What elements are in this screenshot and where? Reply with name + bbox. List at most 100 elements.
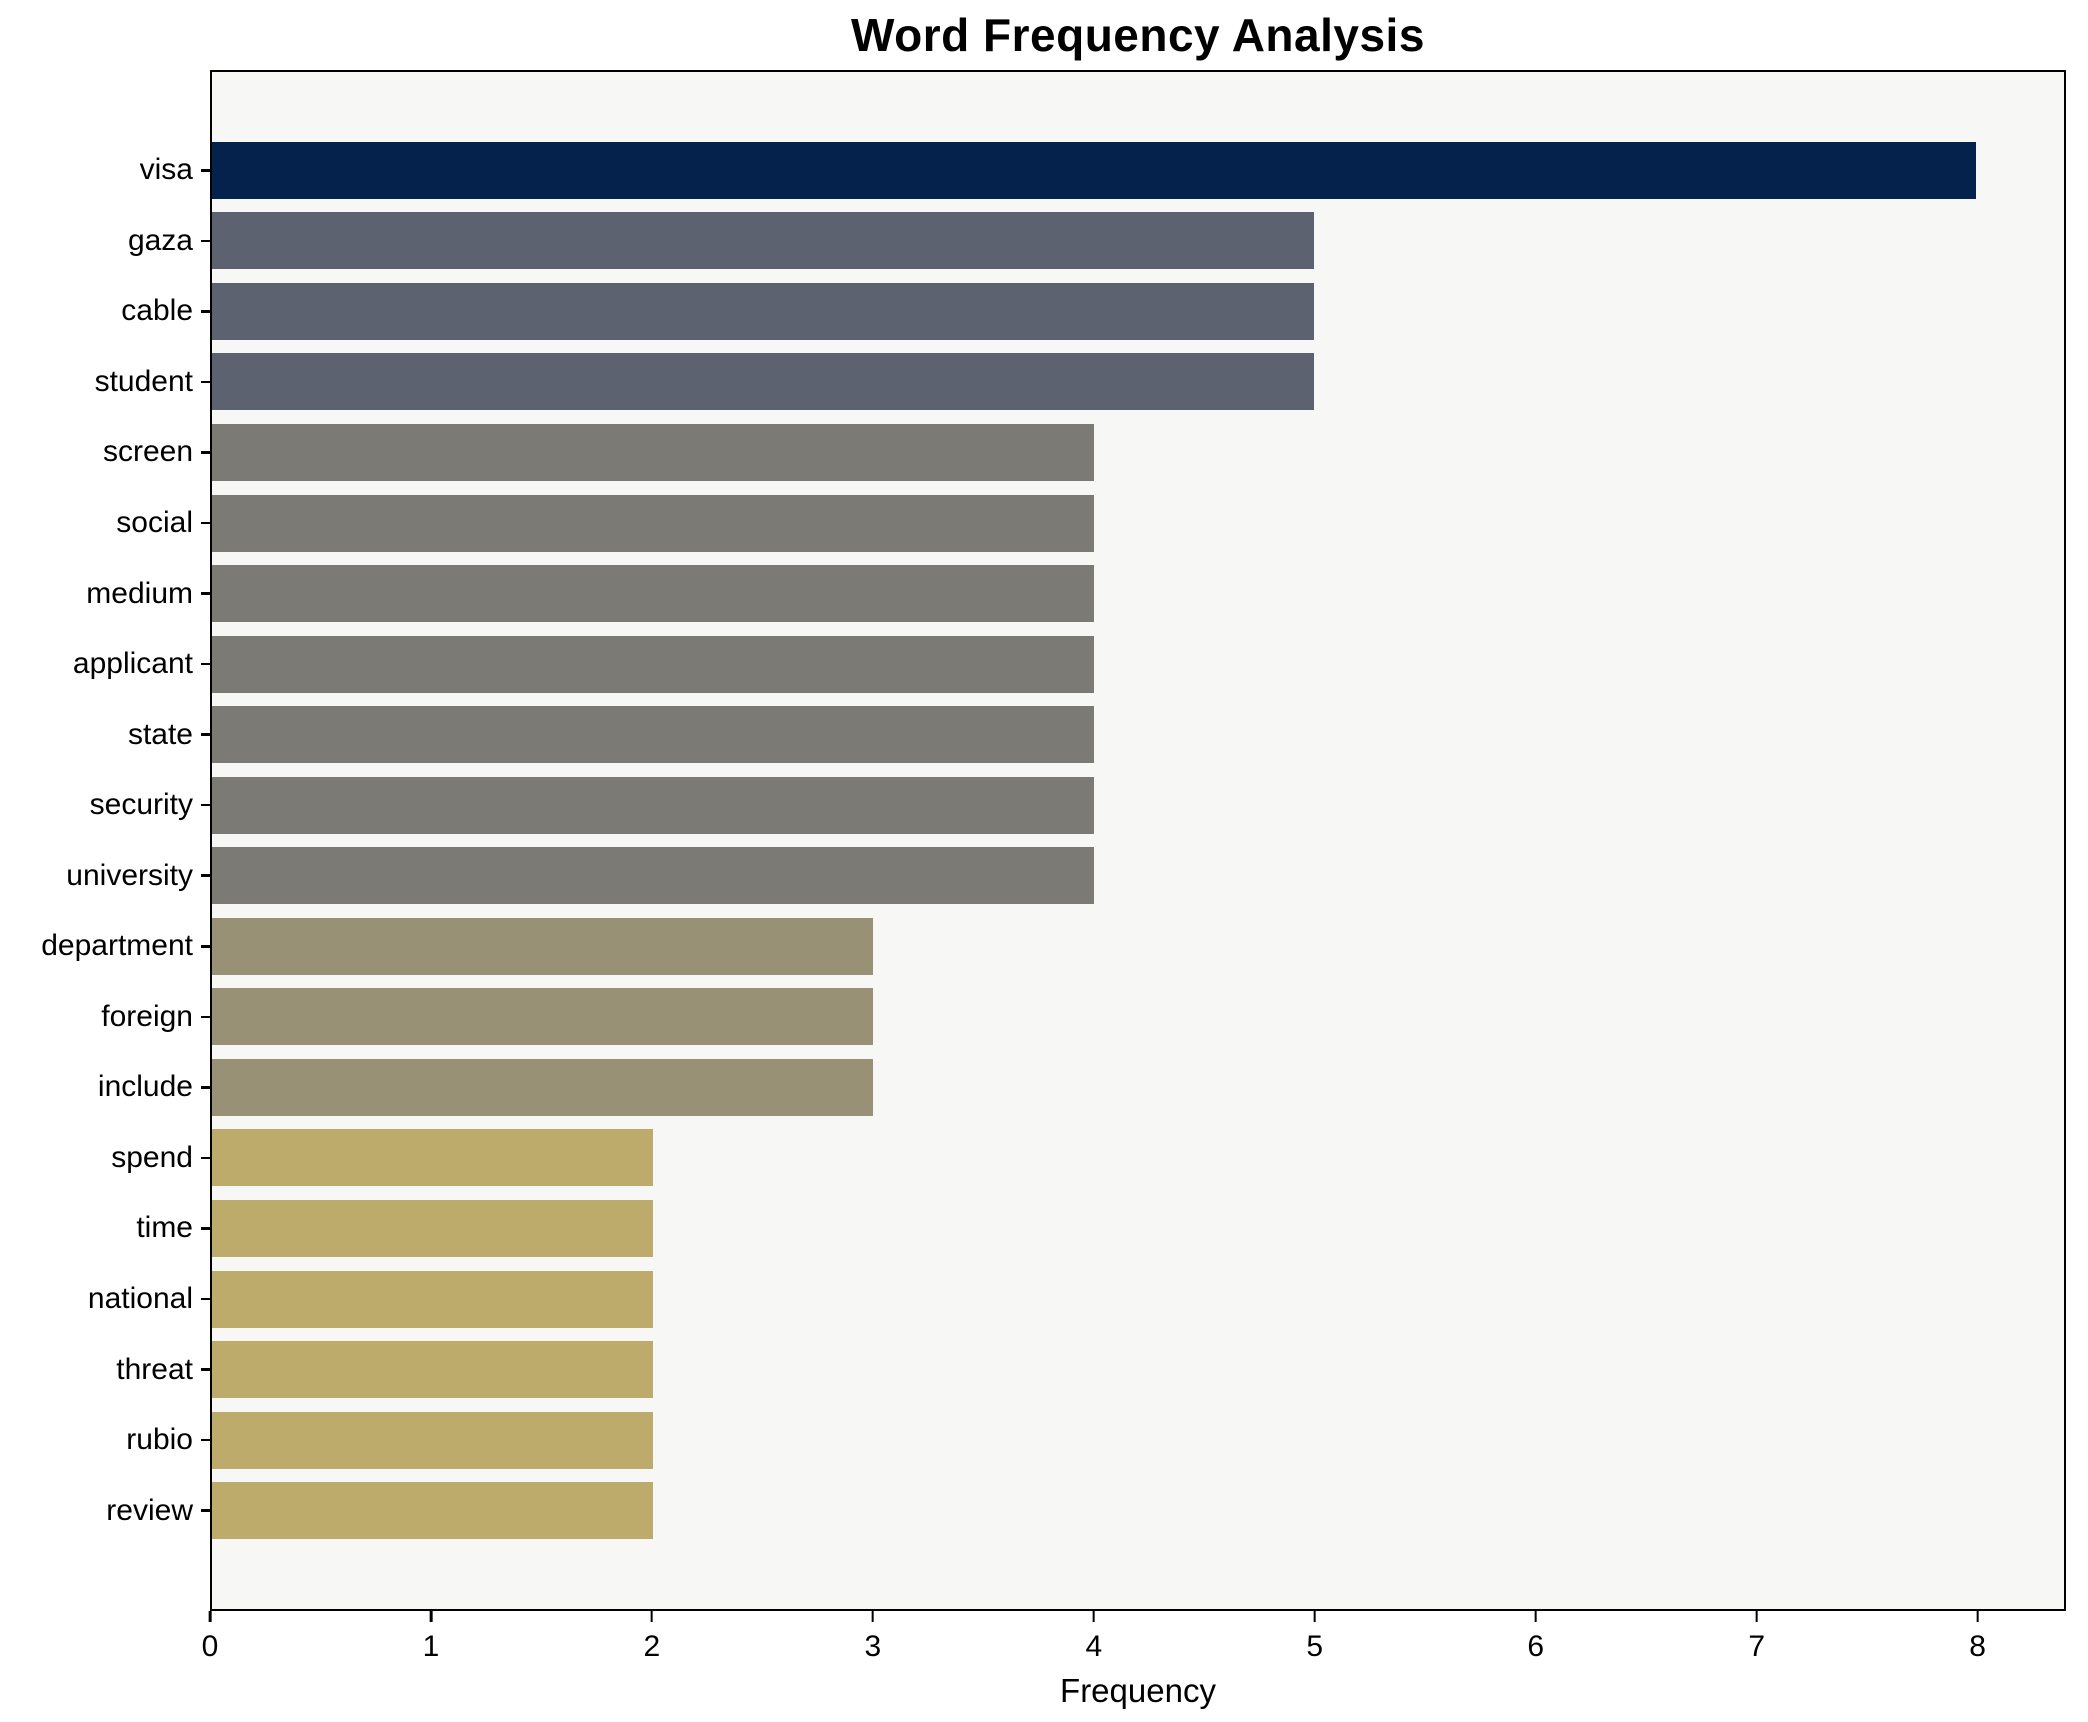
y-tick-mark	[201, 1156, 210, 1160]
y-tick-label-applicant: applicant	[72, 647, 193, 681]
y-tick-mark	[201, 310, 210, 313]
x-tick-mark	[1976, 1611, 1979, 1622]
bar-national	[212, 1270, 653, 1328]
x-tick-7: 7	[1748, 1611, 1765, 1664]
y-tick-mark	[201, 733, 210, 736]
bar-row	[212, 135, 2064, 206]
bar-row	[212, 629, 2064, 700]
y-label-row: national	[0, 1264, 210, 1335]
y-label-row: foreign	[0, 982, 210, 1053]
y-label-row: student	[0, 347, 210, 418]
x-tick-mark	[871, 1611, 875, 1622]
y-label-row: cable	[0, 276, 210, 347]
y-tick-label-state: state	[127, 717, 193, 751]
bar-social	[212, 494, 1094, 552]
y-label-row: include	[0, 1052, 210, 1123]
y-tick-label-social: social	[116, 506, 193, 539]
y-tick-mark	[201, 1227, 210, 1230]
y-tick-label-security: security	[89, 788, 193, 822]
y-label-row: gaza	[0, 206, 210, 277]
bar-row	[212, 911, 2064, 982]
x-tick-label: 6	[1527, 1630, 1545, 1663]
x-tick-2: 2	[644, 1611, 660, 1664]
bar-row	[212, 1334, 2064, 1405]
y-label-row: social	[0, 488, 210, 559]
y-tick-mark	[201, 803, 210, 807]
bar-department	[212, 917, 874, 975]
y-tick-label-threat: threat	[116, 1352, 193, 1386]
x-tick-mark	[429, 1611, 433, 1622]
y-tick-mark	[201, 1368, 210, 1371]
y-label-row: university	[0, 840, 210, 911]
y-label-row: time	[0, 1193, 210, 1264]
x-axis: 0 1 2 3 4 5 6 7 8	[202, 1611, 2066, 1681]
y-tick-mark	[201, 169, 210, 172]
bar-row	[212, 1123, 2064, 1194]
x-tick-mark	[208, 1611, 212, 1622]
bar-review	[212, 1482, 653, 1540]
bar-cable	[212, 282, 1315, 340]
bar-time	[212, 1199, 653, 1257]
y-axis-labels: visa gaza cable student screen social medium ap…	[0, 70, 210, 1611]
bar-row	[212, 1475, 2064, 1546]
chart-title: Word Frequency Analysis	[851, 9, 1425, 61]
bar-university	[212, 847, 1094, 905]
bar-security	[212, 776, 1094, 834]
x-tick-1: 1	[422, 1611, 440, 1664]
x-tick-label: 3	[864, 1630, 882, 1663]
y-tick-label-review: review	[106, 1493, 193, 1527]
x-tick-label: 0	[201, 1630, 219, 1663]
y-tick-mark	[201, 1297, 210, 1301]
y-tick-label-time: time	[136, 1211, 193, 1245]
plot-area	[210, 70, 2066, 1611]
y-tick-mark	[201, 662, 210, 666]
y-label-row: department	[0, 911, 210, 982]
x-tick-4: 4	[1085, 1611, 1102, 1664]
y-label-row: screen	[0, 417, 210, 488]
y-tick-mark	[201, 451, 210, 454]
y-label-row: spend	[0, 1123, 210, 1194]
y-tick-label-rubio: rubio	[126, 1423, 193, 1457]
y-tick-label-medium: medium	[86, 576, 193, 610]
y-label-row: applicant	[0, 629, 210, 700]
x-tick-6: 6	[1527, 1611, 1544, 1664]
y-tick-mark	[201, 1015, 210, 1019]
bar-row	[212, 206, 2064, 277]
bar-row	[212, 699, 2064, 770]
bar-row	[212, 840, 2064, 911]
bar-row	[212, 770, 2064, 841]
y-tick-label-visa: visa	[139, 153, 193, 187]
x-tick-label: 8	[1969, 1630, 1986, 1663]
y-tick-label-university: university	[66, 858, 193, 892]
bar-row	[212, 1264, 2064, 1335]
y-tick-mark	[201, 592, 210, 595]
y-tick-label-student: student	[94, 364, 193, 398]
bar-include	[212, 1058, 874, 1116]
x-tick-mark	[1092, 1611, 1096, 1622]
bar-spend	[212, 1129, 653, 1187]
y-tick-mark	[201, 1438, 210, 1442]
x-tick-label: 7	[1748, 1630, 1765, 1663]
y-tick-mark	[201, 380, 210, 384]
x-tick-label: 1	[422, 1630, 440, 1663]
bar-student	[212, 353, 1315, 411]
y-label-row: rubio	[0, 1405, 210, 1476]
y-tick-mark	[201, 945, 210, 948]
y-label-row: medium	[0, 558, 210, 629]
x-tick-3: 3	[864, 1611, 882, 1664]
x-tick-mark	[1313, 1611, 1316, 1622]
y-tick-label-department: department	[41, 929, 193, 963]
bar-state	[212, 706, 1094, 764]
y-tick-mark	[201, 1086, 210, 1089]
y-tick-mark	[201, 521, 210, 525]
bars-layer	[212, 72, 2064, 1609]
x-tick-0: 0	[201, 1611, 219, 1664]
y-tick-label-spend: spend	[111, 1140, 193, 1174]
bar-row	[212, 417, 2064, 488]
y-label-row: review	[0, 1475, 210, 1546]
x-tick-label: 5	[1306, 1630, 1324, 1663]
y-tick-label-national: national	[87, 1282, 193, 1316]
x-tick-label: 4	[1085, 1630, 1103, 1663]
bar-row	[212, 558, 2064, 629]
bar-row	[212, 488, 2064, 559]
